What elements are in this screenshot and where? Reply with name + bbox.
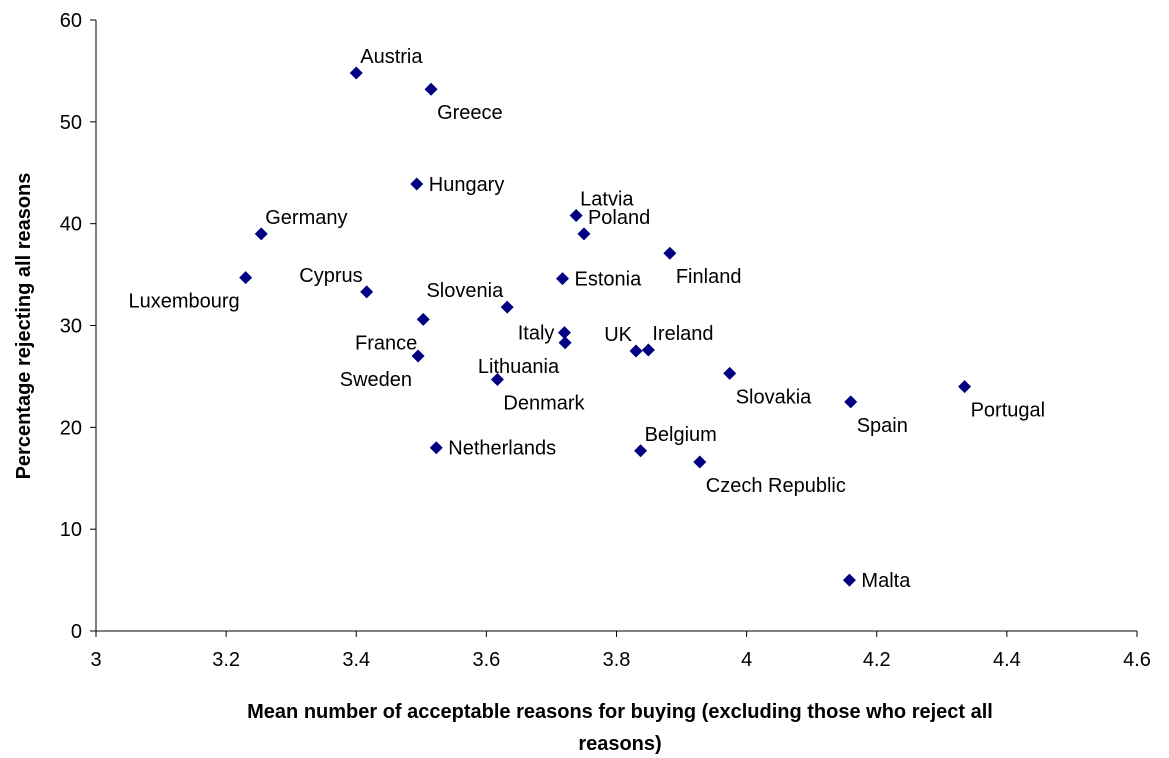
data-point-label: Denmark: [503, 392, 585, 414]
data-point-marker: [723, 366, 737, 380]
y-tick-label: 0: [71, 621, 82, 643]
data-point-label: Estonia: [574, 269, 642, 291]
data-point-marker: [410, 177, 424, 191]
data-point-label: Lithuania: [478, 356, 560, 378]
y-axis-title: Percentage rejecting all reasons: [13, 173, 35, 480]
y-axis-ticks: 0 10 20 30 40 50 60: [60, 10, 96, 643]
data-point-label: Italy: [518, 323, 555, 345]
data-point-marker: [254, 227, 268, 241]
data-point-label: Poland: [588, 207, 650, 229]
data-point-marker: [842, 573, 856, 587]
x-tick-label: 3.6: [472, 649, 500, 671]
y-tick-label: 20: [60, 417, 82, 439]
data-point-marker: [349, 66, 363, 80]
data-point-marker: [416, 312, 430, 326]
data-point-label: Slovenia: [426, 280, 504, 302]
x-tick-label: 4.2: [863, 649, 891, 671]
x-axis-title-line-1: Mean number of acceptable reasons for bu…: [247, 701, 993, 723]
x-tick-label: 3: [90, 649, 101, 671]
x-axis-ticks: 3 3.2 3.4 3.6 3.8 4 4.2 4.4 4.6: [90, 631, 1151, 671]
x-tick-label: 3.4: [342, 649, 370, 671]
data-point-label: Cyprus: [299, 265, 362, 287]
x-axis-title-line-2: reasons): [578, 733, 661, 755]
data-point-label: Netherlands: [448, 438, 556, 460]
data-point-label: Portugal: [971, 400, 1046, 422]
data-point-label: Czech Republic: [706, 475, 846, 497]
data-point-label: Germany: [265, 207, 347, 229]
y-tick-label: 30: [60, 316, 82, 338]
data-point-label: Malta: [861, 570, 911, 592]
x-tick-label: 4.6: [1123, 649, 1151, 671]
data-point-marker: [555, 272, 569, 286]
data-point-label: Latvia: [580, 189, 634, 211]
data-point-label: Greece: [437, 102, 503, 124]
data-point-marker: [490, 372, 504, 386]
data-point-marker: [569, 209, 583, 223]
x-tick-label: 3.2: [212, 649, 240, 671]
data-point-label: Slovakia: [736, 386, 812, 408]
data-point-marker: [958, 380, 972, 394]
data-point-label: Ireland: [652, 323, 713, 345]
data-point-marker: [360, 285, 374, 299]
data-point-label: Finland: [676, 266, 742, 288]
data-point-marker: [693, 455, 707, 469]
data-point-label: Sweden: [340, 369, 412, 391]
data-point-label: Hungary: [429, 174, 505, 196]
y-tick-label: 40: [60, 214, 82, 236]
data-point-marker: [629, 344, 643, 358]
y-tick-label: 10: [60, 519, 82, 541]
data-point-marker: [663, 246, 677, 260]
data-points: [239, 66, 972, 587]
y-tick-label: 50: [60, 112, 82, 134]
data-point-marker: [558, 336, 572, 350]
data-point-marker: [844, 395, 858, 409]
data-point-label: Spain: [857, 415, 908, 437]
data-point-marker: [424, 82, 438, 96]
y-tick-label: 60: [60, 10, 82, 32]
x-tick-label: 4.4: [993, 649, 1021, 671]
x-tick-label: 4: [741, 649, 752, 671]
data-point-marker: [500, 300, 514, 314]
data-point-label: Belgium: [645, 424, 717, 446]
data-point-label: Luxembourg: [128, 291, 239, 313]
data-point-label: France: [355, 332, 417, 354]
data-point-label: Austria: [360, 46, 423, 68]
data-point-label: UK: [604, 324, 632, 346]
data-point-marker: [429, 441, 443, 455]
data-point-marker: [239, 271, 253, 285]
data-point-marker: [641, 343, 655, 357]
data-point-marker: [557, 326, 571, 340]
x-tick-label: 3.8: [603, 649, 631, 671]
data-point-marker: [411, 349, 425, 363]
data-point-marker: [634, 444, 648, 458]
plot-area: 0 10 20 30 40 50 60 3 3.2 3.4 3.6 3.8 4 4.2 4.4 4.6 Au…: [60, 10, 1151, 671]
data-point-marker: [577, 227, 591, 241]
